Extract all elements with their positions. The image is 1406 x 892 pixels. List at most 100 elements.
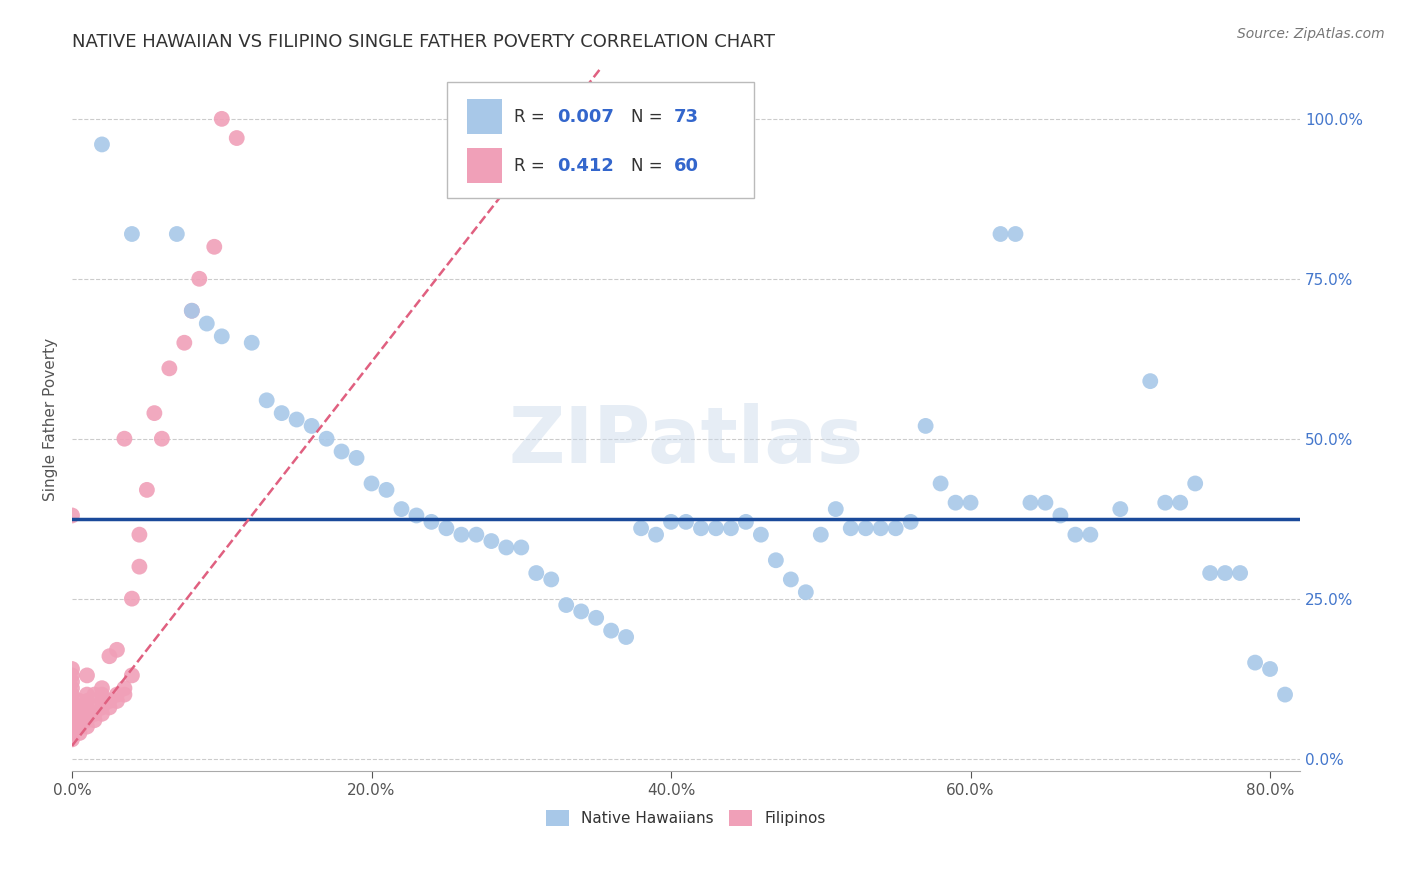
- Point: [794, 585, 817, 599]
- Point: [1035, 496, 1057, 510]
- Point: [76, 706, 98, 721]
- Point: [69, 720, 91, 734]
- Point: [211, 329, 233, 343]
- Point: [914, 418, 936, 433]
- Point: [60, 720, 83, 734]
- Point: [143, 406, 166, 420]
- Point: [60, 688, 83, 702]
- Point: [765, 553, 787, 567]
- Point: [121, 591, 143, 606]
- Point: [1049, 508, 1071, 523]
- Text: 0.007: 0.007: [557, 108, 614, 126]
- Text: NATIVE HAWAIIAN VS FILIPINO SINGLE FATHER POVERTY CORRELATION CHART: NATIVE HAWAIIAN VS FILIPINO SINGLE FATHE…: [72, 33, 775, 51]
- Point: [945, 496, 967, 510]
- Point: [1184, 476, 1206, 491]
- Point: [60, 694, 83, 708]
- Point: [60, 706, 83, 721]
- Point: [1213, 566, 1236, 580]
- Point: [98, 694, 121, 708]
- Point: [69, 694, 91, 708]
- Point: [121, 227, 143, 241]
- Point: [76, 713, 98, 727]
- Point: [1168, 496, 1191, 510]
- FancyBboxPatch shape: [447, 82, 754, 198]
- Point: [360, 476, 382, 491]
- Point: [76, 688, 98, 702]
- Point: [555, 598, 578, 612]
- Point: [479, 534, 502, 549]
- Point: [60, 668, 83, 682]
- Point: [105, 642, 128, 657]
- Point: [60, 508, 83, 523]
- Point: [929, 476, 952, 491]
- Point: [202, 240, 225, 254]
- Point: [900, 515, 922, 529]
- Point: [69, 726, 91, 740]
- Point: [1004, 227, 1026, 241]
- Point: [346, 450, 368, 465]
- Point: [824, 502, 846, 516]
- Text: R =: R =: [515, 108, 550, 126]
- Point: [60, 706, 83, 721]
- Point: [450, 527, 472, 541]
- Point: [301, 418, 323, 433]
- Point: [195, 317, 218, 331]
- Point: [1258, 662, 1281, 676]
- Text: 60: 60: [673, 157, 699, 175]
- Point: [1109, 502, 1132, 516]
- Point: [1019, 496, 1042, 510]
- Point: [990, 227, 1012, 241]
- Point: [675, 515, 697, 529]
- Point: [112, 681, 135, 696]
- Point: [495, 541, 517, 555]
- Point: [128, 527, 150, 541]
- Point: [524, 566, 547, 580]
- Point: [779, 573, 801, 587]
- Point: [585, 611, 607, 625]
- Point: [91, 694, 114, 708]
- Point: [112, 432, 135, 446]
- Point: [83, 706, 105, 721]
- Text: R =: R =: [515, 157, 550, 175]
- Point: [434, 521, 457, 535]
- Point: [749, 527, 772, 541]
- Point: [405, 508, 427, 523]
- Point: [60, 681, 83, 696]
- Text: Source: ZipAtlas.com: Source: ZipAtlas.com: [1237, 27, 1385, 41]
- Point: [704, 521, 727, 535]
- Point: [375, 483, 398, 497]
- Point: [91, 681, 114, 696]
- Point: [270, 406, 292, 420]
- Point: [83, 688, 105, 702]
- Legend: Native Hawaiians, Filipinos: Native Hawaiians, Filipinos: [538, 803, 834, 834]
- Point: [810, 527, 832, 541]
- Point: [1080, 527, 1102, 541]
- Point: [180, 303, 202, 318]
- Point: [225, 131, 247, 145]
- Point: [690, 521, 713, 535]
- FancyBboxPatch shape: [467, 148, 502, 184]
- Point: [869, 521, 891, 535]
- Point: [1199, 566, 1222, 580]
- Point: [1229, 566, 1251, 580]
- Point: [112, 688, 135, 702]
- Point: [60, 726, 83, 740]
- Text: N =: N =: [631, 157, 668, 175]
- Point: [839, 521, 862, 535]
- Point: [1274, 688, 1296, 702]
- Point: [60, 700, 83, 714]
- Point: [315, 432, 337, 446]
- Point: [121, 668, 143, 682]
- Point: [659, 515, 682, 529]
- Point: [1244, 656, 1267, 670]
- Point: [135, 483, 157, 497]
- Point: [173, 335, 195, 350]
- Point: [540, 573, 562, 587]
- Point: [1064, 527, 1087, 541]
- Point: [69, 700, 91, 714]
- FancyBboxPatch shape: [467, 99, 502, 135]
- Point: [166, 227, 188, 241]
- Text: N =: N =: [631, 108, 668, 126]
- Point: [69, 713, 91, 727]
- Point: [256, 393, 278, 408]
